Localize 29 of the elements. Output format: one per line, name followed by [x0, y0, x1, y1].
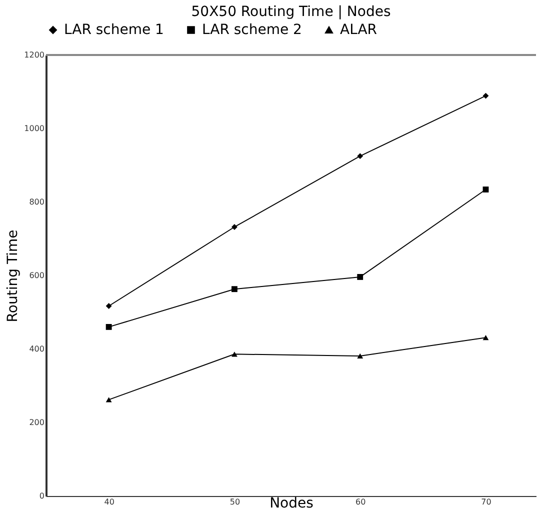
y-tick-label: 1000 [24, 124, 44, 133]
point [482, 186, 489, 192]
point [106, 303, 112, 309]
y-tick-label: 0 [39, 492, 44, 500]
point [482, 335, 489, 340]
y-tick-label: 800 [29, 198, 44, 206]
point [357, 153, 364, 160]
legend-label: LAR scheme 1 [64, 22, 164, 38]
x-axis-title: Nodes [270, 496, 314, 512]
point [357, 274, 364, 280]
point [357, 353, 364, 359]
point [232, 224, 238, 230]
point [232, 352, 238, 357]
y-axis-title: Routing Time [5, 230, 22, 322]
point [482, 92, 489, 99]
point [106, 324, 112, 330]
point [106, 397, 112, 402]
x-tick-label: 50 [230, 498, 240, 506]
y-tick-label: 600 [29, 271, 44, 280]
legend-label: ALAR [340, 22, 378, 38]
x-tick-label: 60 [356, 498, 366, 506]
legend-label: LAR scheme 2 [202, 22, 302, 38]
y-tick-label: 1200 [24, 50, 44, 60]
y-tick-label: 400 [29, 344, 44, 354]
point [232, 286, 238, 292]
x-tick-label: 40 [104, 498, 114, 506]
y-tick-label: 200 [29, 418, 44, 427]
chart-title: 50X50 Routing Time | Nodes [191, 4, 391, 20]
x-tick-label: 70 [481, 498, 492, 506]
